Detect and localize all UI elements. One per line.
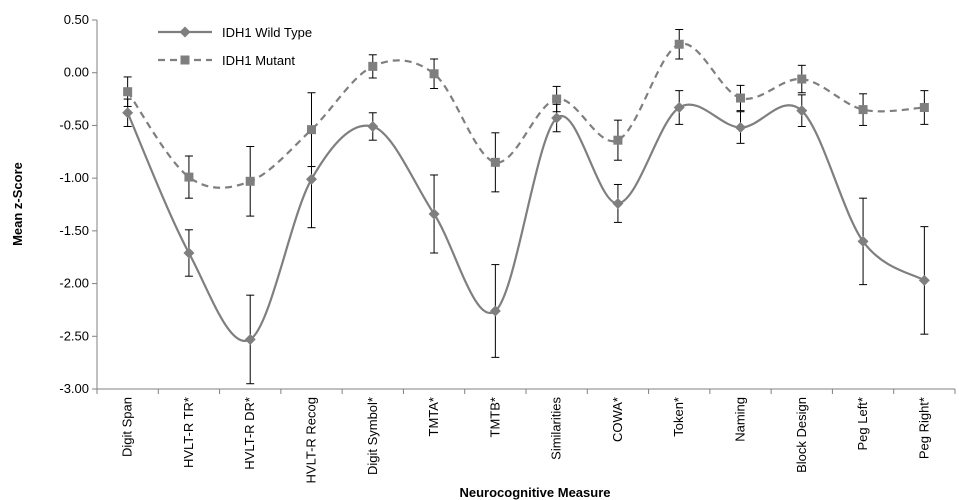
legend: IDH1 Wild Type IDH1 Mutant: [158, 25, 312, 68]
data-point: [367, 120, 379, 132]
data-point: [551, 112, 563, 124]
x-tick-label: Digit Span: [120, 397, 135, 457]
x-axis: Digit Span HVLT-R TR* HVLT-R DR* HVLT-R Rec…: [96, 388, 956, 483]
y-axis-title: Mean z-Score: [10, 162, 25, 246]
legend-label: IDH1 Mutant: [222, 53, 295, 68]
series-wild-type: [122, 90, 930, 385]
x-tick-label: HVLT-R Recog: [304, 397, 319, 483]
y-tick-label: -1.50: [59, 223, 89, 238]
series-mutant: [123, 28, 929, 217]
data-point: [123, 87, 133, 97]
y-tick-label: -2.00: [59, 276, 89, 291]
data-point: [245, 176, 255, 186]
y-tick-label: -1.00: [59, 170, 89, 185]
data-point: [613, 135, 623, 145]
legend-marker: [179, 26, 191, 38]
x-tick-label: Peg Right*: [916, 397, 931, 459]
x-tick-label: HVLT-R DR*: [242, 397, 257, 470]
series-line: [126, 42, 925, 189]
data-point: [244, 333, 256, 345]
y-tick-label: -2.50: [59, 328, 89, 343]
x-tick-label: Peg Left*: [855, 397, 870, 451]
data-point: [122, 107, 134, 119]
data-point: [796, 105, 808, 117]
y-tick-label: 0.00: [64, 65, 89, 80]
data-point: [673, 102, 685, 114]
data-point: [429, 69, 439, 79]
data-point: [183, 247, 195, 259]
y-tick-label: -3.00: [59, 381, 89, 396]
data-point: [919, 103, 929, 113]
data-point: [858, 105, 868, 115]
series-layer: [122, 28, 930, 385]
data-point: [674, 39, 684, 49]
x-axis-title: Neurocognitive Measure: [460, 485, 611, 500]
x-tick-label: HVLT-R TR*: [181, 397, 196, 468]
data-point: [918, 274, 930, 286]
x-tick-label: TMTA*: [426, 397, 441, 436]
x-tick-label: Naming: [733, 397, 748, 442]
x-tick-label: Block Design: [794, 397, 809, 473]
x-tick-label: Similarities: [549, 397, 564, 460]
legend-label: IDH1 Wild Type: [222, 25, 312, 40]
data-point: [184, 172, 194, 182]
y-axis: 0.50 0.00 -0.50 -1.00 -1.50 -2.00 -2.50 -3.00: [59, 12, 98, 396]
y-tick-label: 0.50: [64, 12, 89, 27]
x-tick-label: Digit Symbol*: [365, 397, 380, 475]
data-point: [306, 173, 317, 185]
x-tick-label: COWA*: [610, 397, 625, 442]
x-tick-label: TMTB*: [487, 397, 502, 437]
data-point: [368, 61, 378, 71]
data-point: [552, 94, 562, 104]
data-point: [489, 305, 501, 317]
data-point: [736, 93, 745, 103]
series-line: [126, 103, 925, 343]
data-point: [797, 74, 807, 84]
legend-marker: [180, 55, 190, 65]
data-point: [857, 235, 869, 247]
y-tick-label: -0.50: [59, 117, 89, 132]
x-tick-label: Token*: [671, 397, 686, 437]
data-point: [428, 208, 440, 220]
data-point: [612, 197, 624, 209]
data-point: [735, 122, 746, 134]
data-point: [307, 125, 316, 135]
data-point: [490, 157, 500, 167]
